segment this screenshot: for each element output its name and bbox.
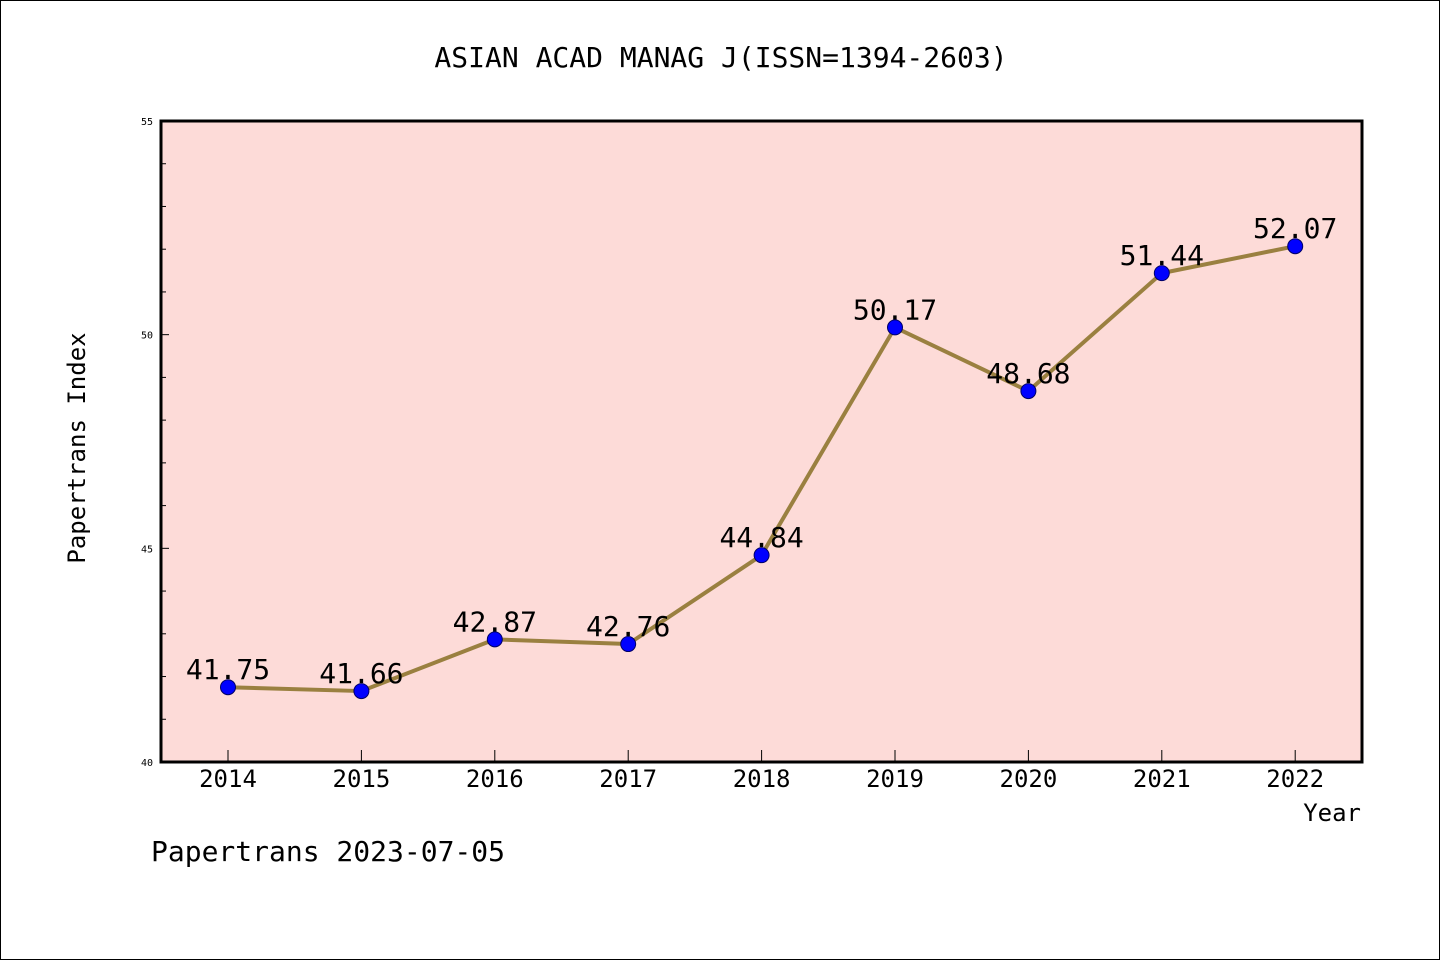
x-tick-label: 2014 xyxy=(199,765,257,793)
data-point xyxy=(220,679,236,696)
data-point xyxy=(753,547,770,564)
x-tick-label: 2022 xyxy=(1266,765,1324,793)
y-tick-label: 45 xyxy=(141,544,153,555)
x-tick-label: 2021 xyxy=(1133,765,1191,793)
data-point xyxy=(1287,238,1304,255)
data-point xyxy=(486,631,503,648)
data-point xyxy=(620,636,637,653)
data-point xyxy=(887,319,903,336)
y-axis-label: Papertrans Index xyxy=(63,332,91,563)
x-tick-label: 2016 xyxy=(466,765,524,793)
data-point xyxy=(353,683,370,700)
y-axis: 40 45 50 55 xyxy=(141,117,169,769)
x-axis: 2014 2015 2016 2017 2018 2019 2020 2021 2022 xyxy=(199,750,1324,793)
x-tick-label: 2020 xyxy=(1000,765,1058,793)
x-axis-label: Year xyxy=(1303,799,1361,827)
y-tick-label: 55 xyxy=(141,117,153,128)
chart-title: ASIAN ACAD MANAG J(ISSN=1394-2603) xyxy=(434,41,1007,74)
data-point xyxy=(1020,383,1037,400)
x-tick-label: 2018 xyxy=(733,765,791,793)
data-point xyxy=(1153,265,1170,282)
x-tick-label: 2019 xyxy=(866,765,924,793)
plot-area xyxy=(159,119,1364,764)
x-tick-label: 2015 xyxy=(333,765,391,793)
y-tick-label: 40 xyxy=(141,758,153,769)
x-tick-label: 2017 xyxy=(599,765,657,793)
footer-stamp: Papertrans 2023-07-05 xyxy=(151,835,506,868)
y-tick-label: 50 xyxy=(141,331,153,342)
